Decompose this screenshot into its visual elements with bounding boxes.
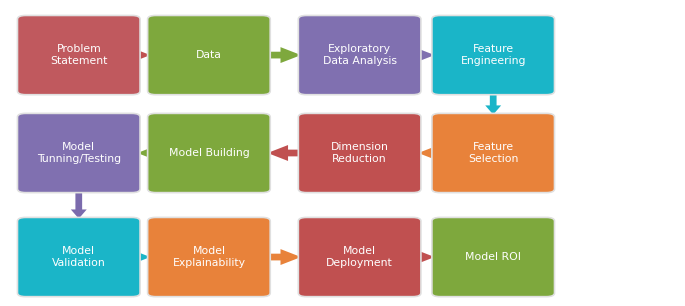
Text: Model
Validation: Model Validation bbox=[52, 246, 105, 268]
Polygon shape bbox=[418, 145, 439, 161]
Polygon shape bbox=[267, 47, 301, 63]
Text: Dimension
Reduction: Dimension Reduction bbox=[331, 142, 388, 164]
Polygon shape bbox=[129, 249, 150, 265]
Polygon shape bbox=[414, 47, 434, 63]
Text: Model ROI: Model ROI bbox=[465, 252, 521, 262]
Text: Model
Tunning/Testing: Model Tunning/Testing bbox=[37, 142, 121, 164]
FancyBboxPatch shape bbox=[18, 114, 140, 193]
Text: Model
Deployment: Model Deployment bbox=[326, 246, 393, 268]
Text: Model Building: Model Building bbox=[169, 148, 249, 158]
Text: Problem
Statement: Problem Statement bbox=[50, 44, 108, 66]
Polygon shape bbox=[137, 145, 158, 161]
Polygon shape bbox=[485, 94, 501, 115]
Text: Exploratory
Data Analysis: Exploratory Data Analysis bbox=[323, 44, 397, 66]
FancyBboxPatch shape bbox=[18, 16, 140, 95]
FancyBboxPatch shape bbox=[298, 217, 421, 297]
FancyBboxPatch shape bbox=[432, 217, 554, 297]
Text: Model
Explainability: Model Explainability bbox=[173, 246, 245, 268]
FancyBboxPatch shape bbox=[298, 16, 421, 95]
Polygon shape bbox=[267, 145, 301, 161]
Polygon shape bbox=[267, 249, 301, 265]
FancyBboxPatch shape bbox=[147, 16, 270, 95]
FancyBboxPatch shape bbox=[432, 114, 554, 193]
Polygon shape bbox=[129, 47, 150, 63]
Polygon shape bbox=[414, 249, 434, 265]
Text: Feature
Selection: Feature Selection bbox=[468, 142, 519, 164]
Text: Feature
Engineering: Feature Engineering bbox=[460, 44, 526, 66]
FancyBboxPatch shape bbox=[147, 217, 270, 297]
FancyBboxPatch shape bbox=[18, 217, 140, 297]
FancyBboxPatch shape bbox=[432, 16, 554, 95]
Polygon shape bbox=[71, 192, 87, 218]
FancyBboxPatch shape bbox=[147, 114, 270, 193]
FancyBboxPatch shape bbox=[298, 114, 421, 193]
Text: Data: Data bbox=[196, 50, 222, 60]
